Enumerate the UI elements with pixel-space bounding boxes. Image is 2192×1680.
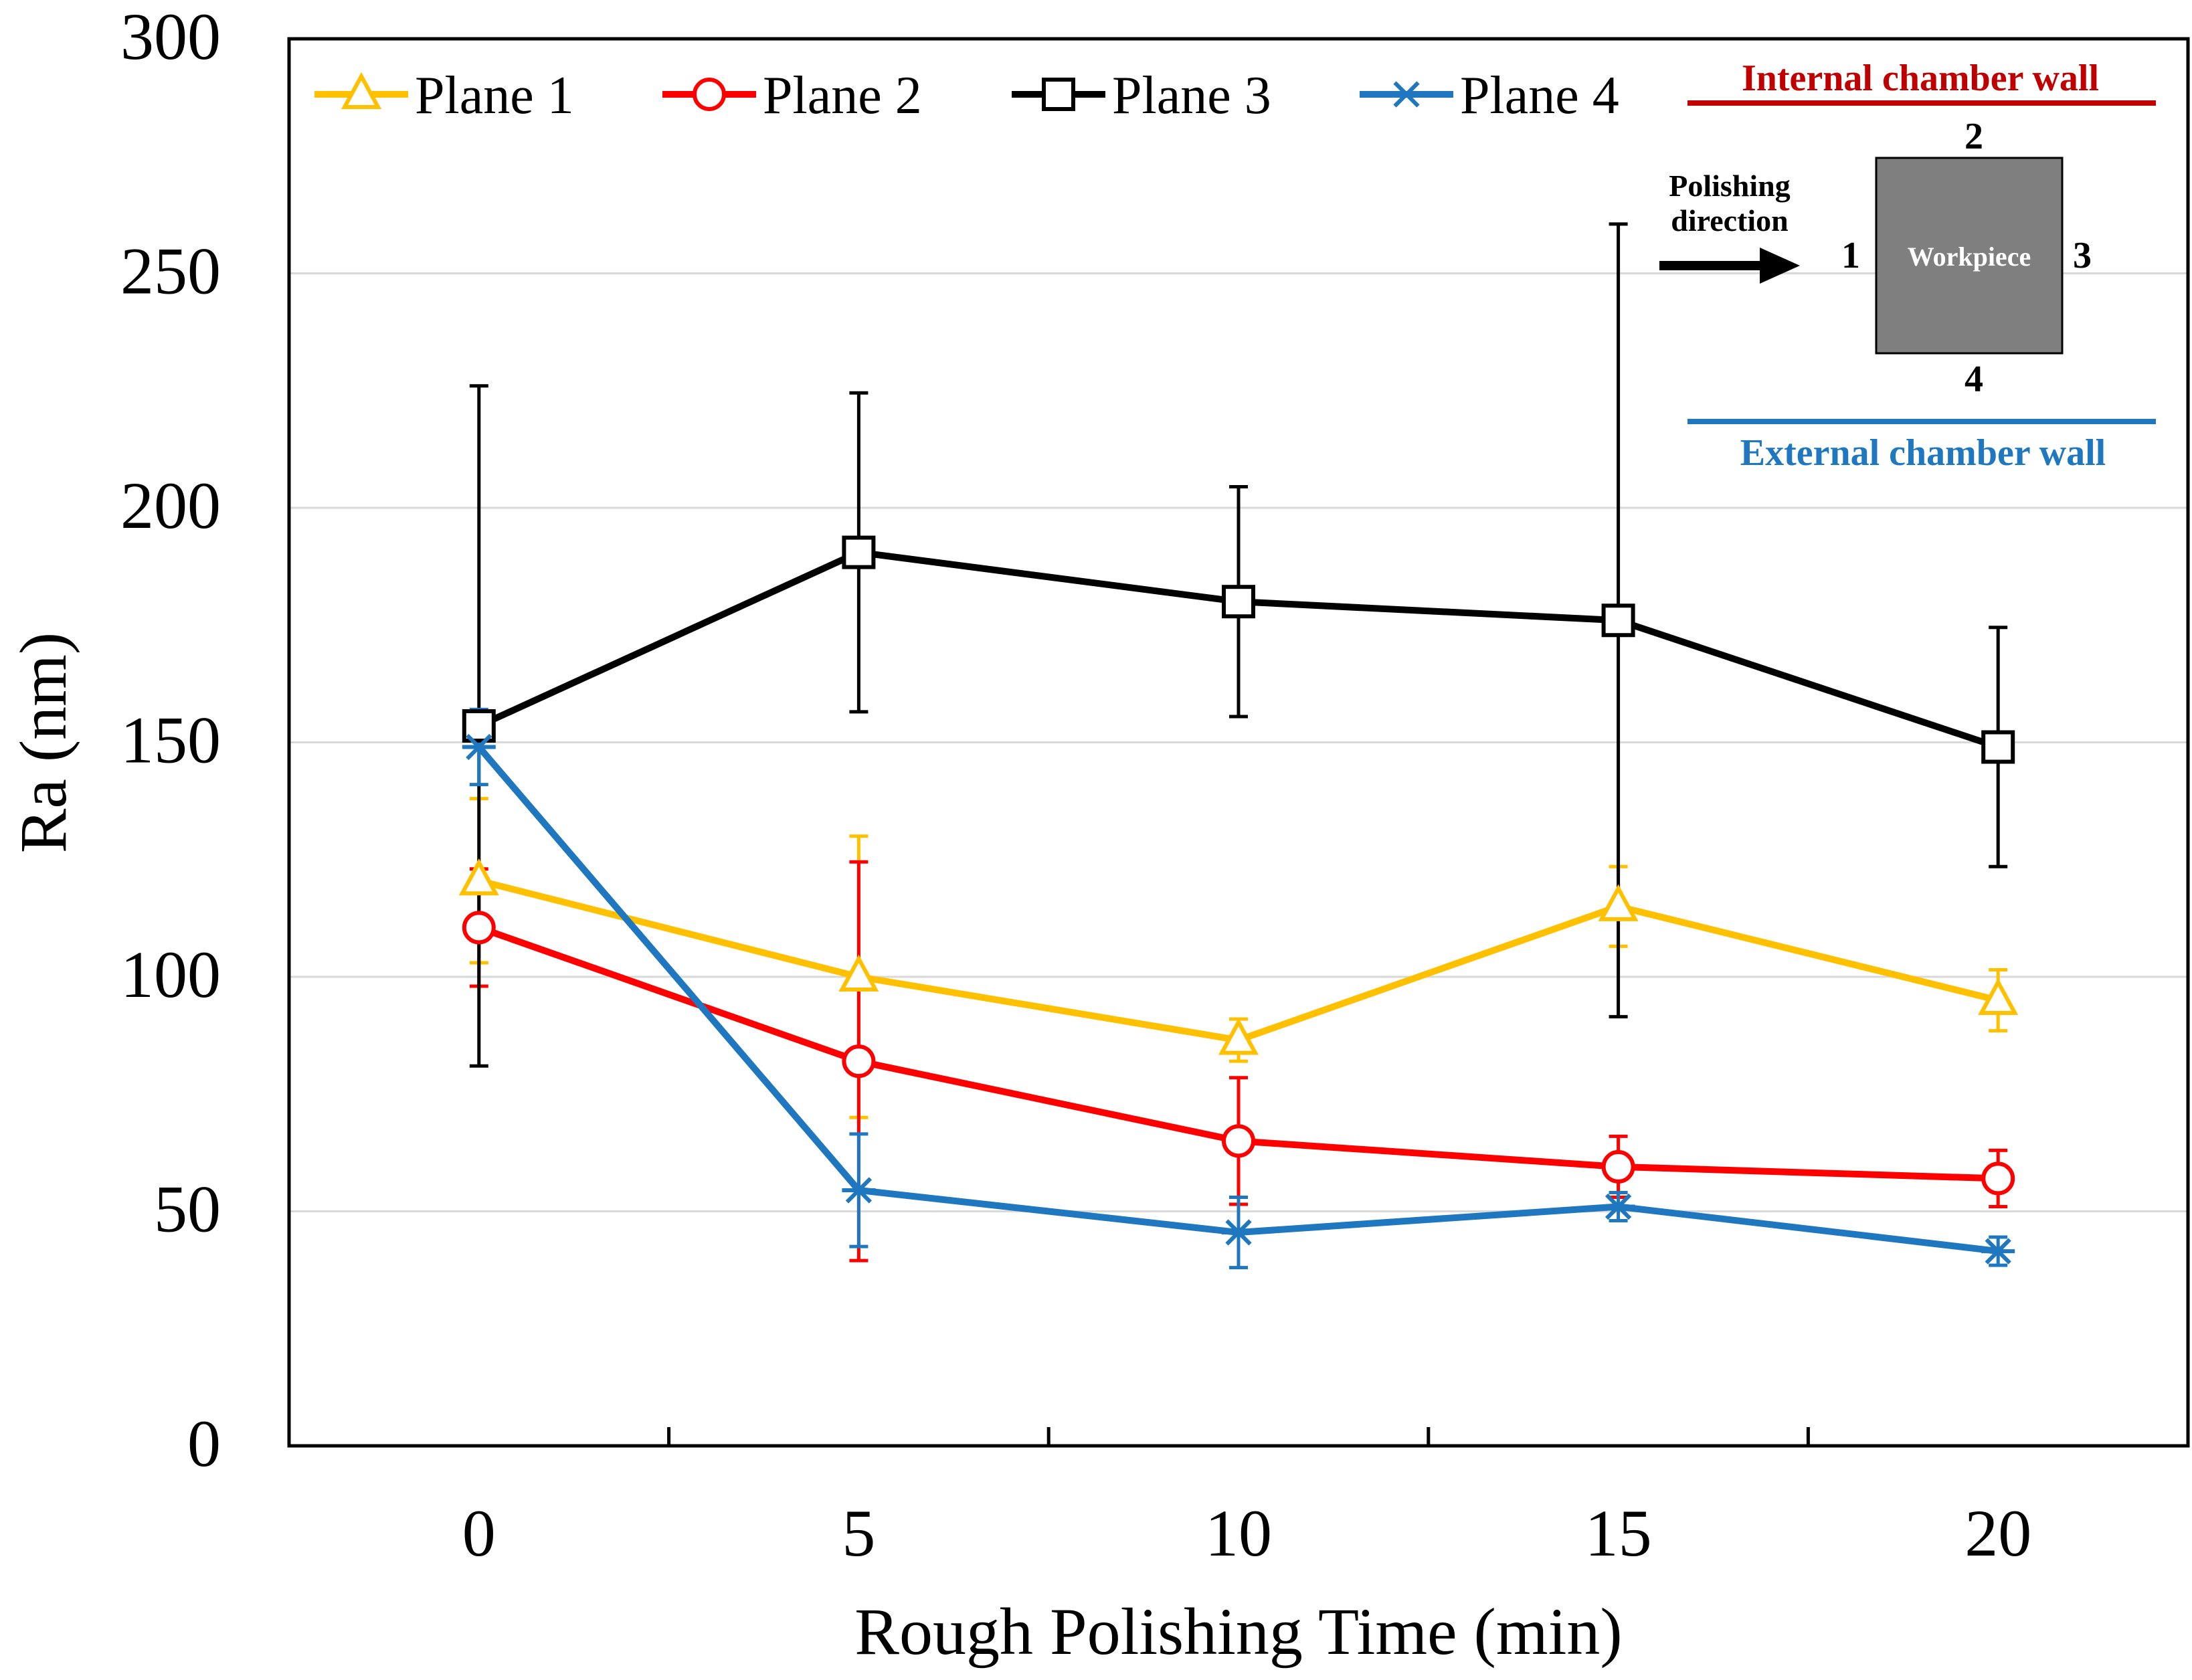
legend-item-1: Plane 1 [314, 66, 574, 125]
legend-marker [693, 78, 726, 111]
legend-label: Plane 3 [1112, 66, 1271, 125]
inset-diagram: Internal chamber wall 2 Workpiece 1 3 4 … [1659, 58, 2156, 474]
x-axis-ticks [667, 1427, 1810, 1446]
legend-label: Plane 4 [1460, 66, 1619, 125]
data-point [1981, 1161, 2015, 1196]
data-point [1601, 603, 1635, 638]
data-point [462, 733, 496, 761]
markers [458, 535, 2019, 1265]
legend-marker [1042, 78, 1075, 111]
legend-label: Plane 1 [415, 66, 574, 125]
y-tick-label: 0 [187, 1406, 221, 1481]
error-bars [469, 222, 2008, 1270]
y-tick-label: 250 [120, 234, 221, 308]
data-point [458, 858, 499, 896]
gridlines [289, 272, 2188, 1212]
data-point [838, 954, 879, 992]
x-tick-label: 10 [1205, 1496, 1272, 1570]
x-axis-label: Rough Polishing Time (min) [854, 1594, 1622, 1669]
legend-item-2: Plane 2 [662, 66, 922, 125]
x-tick-label: 20 [1965, 1496, 2031, 1570]
data-point [1222, 1219, 1255, 1246]
polishing-label-line1: Polishing [1669, 169, 1791, 203]
data-point [842, 1177, 876, 1204]
side-3-label: 3 [2073, 235, 2092, 276]
polishing-label-line2: direction [1671, 203, 1788, 238]
legend: Plane 1 Plane 2 Plane 3 Plane 4 [314, 66, 1619, 125]
data-point [1598, 884, 1639, 921]
y-axis-label: Ra (nm) [6, 632, 80, 853]
internal-wall-label: Internal chamber wall [1742, 58, 2099, 99]
side-2-label: 2 [1965, 116, 1983, 157]
data-point [1601, 1193, 1635, 1220]
data-point [1218, 1018, 1259, 1055]
data-point [1601, 1149, 1635, 1184]
plot-frame [287, 37, 2190, 1448]
legend-marker [341, 72, 382, 109]
y-tick-label: 50 [154, 1172, 221, 1246]
x-tick-label: 0 [462, 1496, 496, 1570]
y-tick-label: 150 [120, 703, 221, 777]
legend-marker [1390, 81, 1423, 108]
side-4-label: 4 [1965, 359, 1983, 400]
side-1-label: 1 [1841, 235, 1860, 276]
data-point [1981, 730, 2015, 764]
data-point [1222, 585, 1255, 619]
legend-item-4: Plane 4 [1360, 66, 1619, 125]
y-tick-label: 300 [120, 0, 221, 74]
legend-item-3: Plane 3 [1012, 66, 1271, 125]
data-point [842, 1044, 876, 1079]
x-tick-label: 15 [1585, 1496, 1652, 1570]
legend-label: Plane 2 [763, 66, 922, 125]
workpiece-label: Workpiece [1908, 242, 2031, 272]
y-tick-label: 100 [120, 937, 221, 1012]
external-wall-label: External chamber wall [1740, 432, 2106, 474]
data-point [1978, 977, 2019, 1016]
y-tick-labels: 0 50 100 150 200 250 300 [120, 0, 221, 1481]
data-point [1981, 1238, 2015, 1265]
data-point [462, 911, 496, 945]
x-tick-label: 5 [842, 1496, 875, 1570]
y-tick-label: 200 [120, 468, 221, 543]
data-point [1222, 1124, 1255, 1158]
x-tick-labels: 0 5 10 15 20 [462, 1496, 2031, 1570]
data-point [842, 535, 876, 569]
workpiece-box [1875, 157, 2064, 355]
polishing-arrow-icon [1659, 248, 1800, 284]
